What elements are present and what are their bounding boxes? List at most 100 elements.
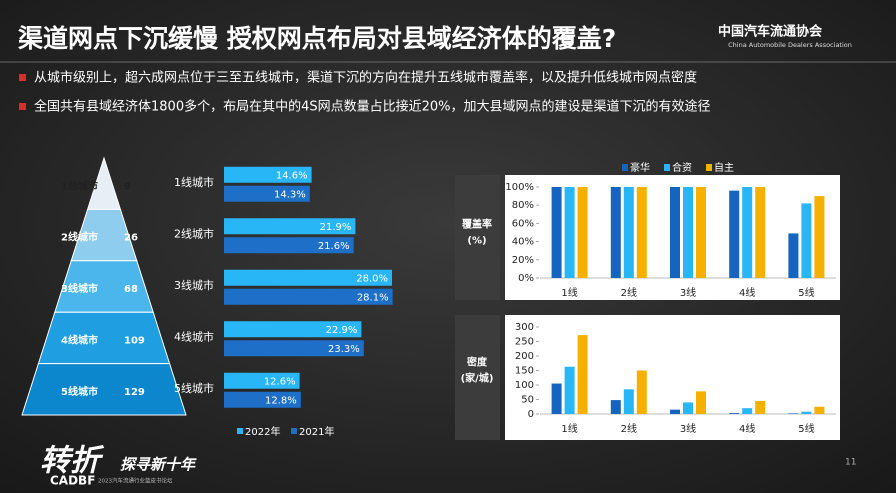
panel xyxy=(505,315,840,440)
value-label: 12.6% xyxy=(264,376,296,387)
bar xyxy=(801,411,812,414)
bar xyxy=(610,187,621,278)
y-tick-label: 1线城市 xyxy=(174,175,214,189)
pyramid-label: 2线城市 xyxy=(61,231,98,244)
bar xyxy=(577,187,588,278)
legend-label: 合资 xyxy=(672,161,692,174)
bar xyxy=(670,409,680,414)
pyramid-label: 4线城市 xyxy=(61,333,98,346)
y-tick-label: 80% xyxy=(512,200,534,211)
x-tick-label: 3线 xyxy=(680,286,696,299)
value-label: 21.9% xyxy=(320,222,352,233)
y-tick-label: 4线城市 xyxy=(174,329,214,343)
pyramid-value: 109 xyxy=(124,335,145,346)
legend-label: 豪华 xyxy=(630,161,650,174)
value-label: 22.9% xyxy=(326,325,358,336)
bar xyxy=(224,185,310,202)
y-axis-label: (%) xyxy=(467,236,486,247)
y-axis-label: 覆盖率 xyxy=(462,218,492,231)
bar xyxy=(729,190,740,278)
legend-swatch xyxy=(706,164,712,171)
value-label: 28.0% xyxy=(356,273,388,284)
y-axis-label: 密度 xyxy=(467,356,488,369)
footer-code: CADBF xyxy=(50,474,95,488)
bar xyxy=(224,340,364,357)
footer-slogan: 探寻新十年 xyxy=(120,456,197,474)
value-label: 28.1% xyxy=(357,292,389,303)
bar xyxy=(814,406,825,414)
bar xyxy=(551,187,562,278)
bar xyxy=(636,187,647,278)
pyramid-value: 68 xyxy=(124,284,138,295)
bar xyxy=(224,166,312,183)
pyramid-label: 1线城市 xyxy=(61,179,98,192)
y-tick-label: 40% xyxy=(512,237,534,248)
logo-en: China Automobile Dealers Association xyxy=(728,41,852,49)
bar xyxy=(788,413,799,414)
legend-swatch xyxy=(664,164,670,171)
bar xyxy=(623,389,634,414)
x-tick-label: 1线 xyxy=(561,422,577,435)
bar xyxy=(683,187,693,278)
pyramid-value: 9 xyxy=(124,181,131,192)
y-tick-label: 300 xyxy=(515,322,534,333)
y-tick-label: 200 xyxy=(515,351,534,362)
logo-cn: 中国汽车流通协会 xyxy=(718,24,823,40)
legend-swatch xyxy=(237,428,243,434)
bar xyxy=(742,408,753,414)
bar xyxy=(755,400,766,414)
legend-swatch xyxy=(622,164,628,171)
bar xyxy=(636,370,647,414)
bar xyxy=(224,237,354,254)
value-label: 21.6% xyxy=(318,241,350,252)
bar xyxy=(564,366,575,414)
pyramid-label: 5线城市 xyxy=(61,385,98,398)
y-tick-label: 250 xyxy=(515,337,534,348)
value-label: 14.6% xyxy=(276,170,308,181)
bar xyxy=(224,372,300,389)
legend-label: 2022年 xyxy=(245,425,280,438)
bar xyxy=(551,383,562,414)
x-tick-label: 2线 xyxy=(621,286,637,299)
footer-note: 2023汽车流通行业蓝皮书论坛 xyxy=(98,477,173,485)
y-tick-label: 0 xyxy=(528,409,534,420)
pyramid-level xyxy=(21,363,187,416)
pyramid-value: 26 xyxy=(124,233,138,244)
legend-swatch xyxy=(291,428,297,434)
value-label: 23.3% xyxy=(328,344,360,355)
pyramid-level xyxy=(37,311,171,365)
bar xyxy=(742,187,753,278)
panel-label-bg xyxy=(455,175,500,300)
y-tick-label: 0% xyxy=(518,273,534,284)
bar xyxy=(755,187,766,278)
bar xyxy=(788,233,799,278)
bar xyxy=(224,269,392,286)
y-tick-label: 5线城市 xyxy=(174,381,214,395)
bar xyxy=(814,196,825,278)
x-tick-label: 2线 xyxy=(621,422,637,435)
pyramid-value: 129 xyxy=(124,387,145,398)
x-tick-label: 5线 xyxy=(798,422,814,435)
bar xyxy=(670,187,680,278)
x-tick-label: 3线 xyxy=(680,422,696,435)
x-tick-label: 1线 xyxy=(561,286,577,299)
title: 渠道网点下沉缓慢 授权网点布局对县域经济体的覆盖? xyxy=(18,24,616,53)
bullet: 全国共有县域经济体1800多个，布局在其中的4S网点数量占比接近20%，加大县域… xyxy=(34,99,711,115)
x-tick-label: 4线 xyxy=(739,422,755,435)
bar xyxy=(683,402,693,414)
y-tick-label: 150 xyxy=(515,366,534,377)
value-label: 12.8% xyxy=(265,395,297,406)
value-label: 14.3% xyxy=(274,189,306,200)
x-tick-label: 4线 xyxy=(739,286,755,299)
bar xyxy=(564,187,575,278)
bullet-icon xyxy=(19,103,26,110)
y-tick-label: 100% xyxy=(505,182,534,193)
legend-label: 2021年 xyxy=(299,425,334,438)
y-tick-label: 3线城市 xyxy=(174,278,214,292)
bar xyxy=(696,187,706,278)
bar xyxy=(696,391,706,414)
footer-brand: 转折 xyxy=(40,444,105,479)
y-tick-label: 20% xyxy=(512,255,534,266)
bullet-icon xyxy=(19,74,26,81)
bar xyxy=(801,203,812,278)
